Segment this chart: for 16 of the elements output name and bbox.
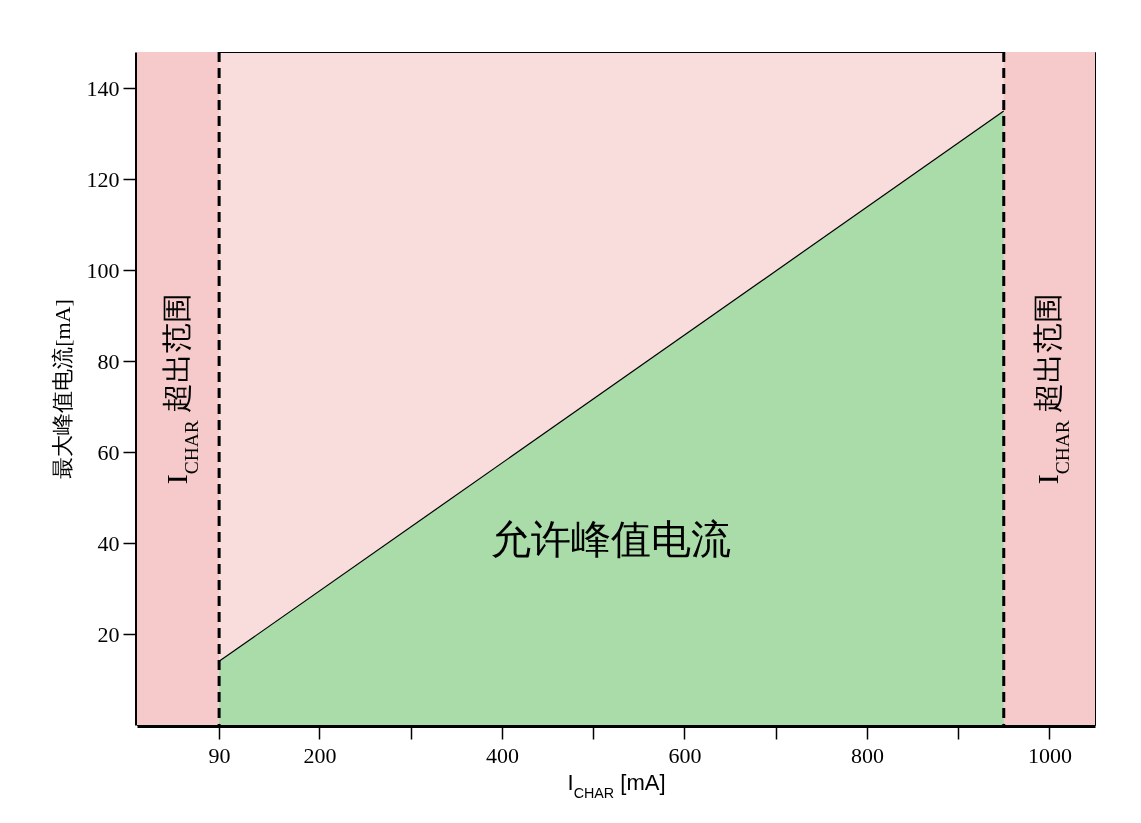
y-tick-label: 120 <box>86 166 120 192</box>
x-tick-label: 800 <box>850 742 884 768</box>
y-tick-label: 20 <box>97 621 120 647</box>
y-axis-title: 最大峰值电流[mA] <box>49 299 75 479</box>
x-tick-label: 1000 <box>1027 742 1072 768</box>
series-label: 允许峰值电流 <box>491 516 732 562</box>
y-tick-label: 40 <box>97 530 120 556</box>
y-tick-label: 60 <box>97 439 120 465</box>
y-tick-label: 140 <box>86 75 120 101</box>
y-tick-label: 100 <box>86 257 120 283</box>
x-axis-title: I$_{CHAR}$ [mA] <box>567 769 666 801</box>
x-tick-label: 90 <box>208 742 231 768</box>
x-tick-label: 600 <box>668 742 702 768</box>
x-tick-label: 400 <box>485 742 519 768</box>
x-tick-label: 200 <box>303 742 337 768</box>
y-tick-label: 80 <box>97 348 120 374</box>
